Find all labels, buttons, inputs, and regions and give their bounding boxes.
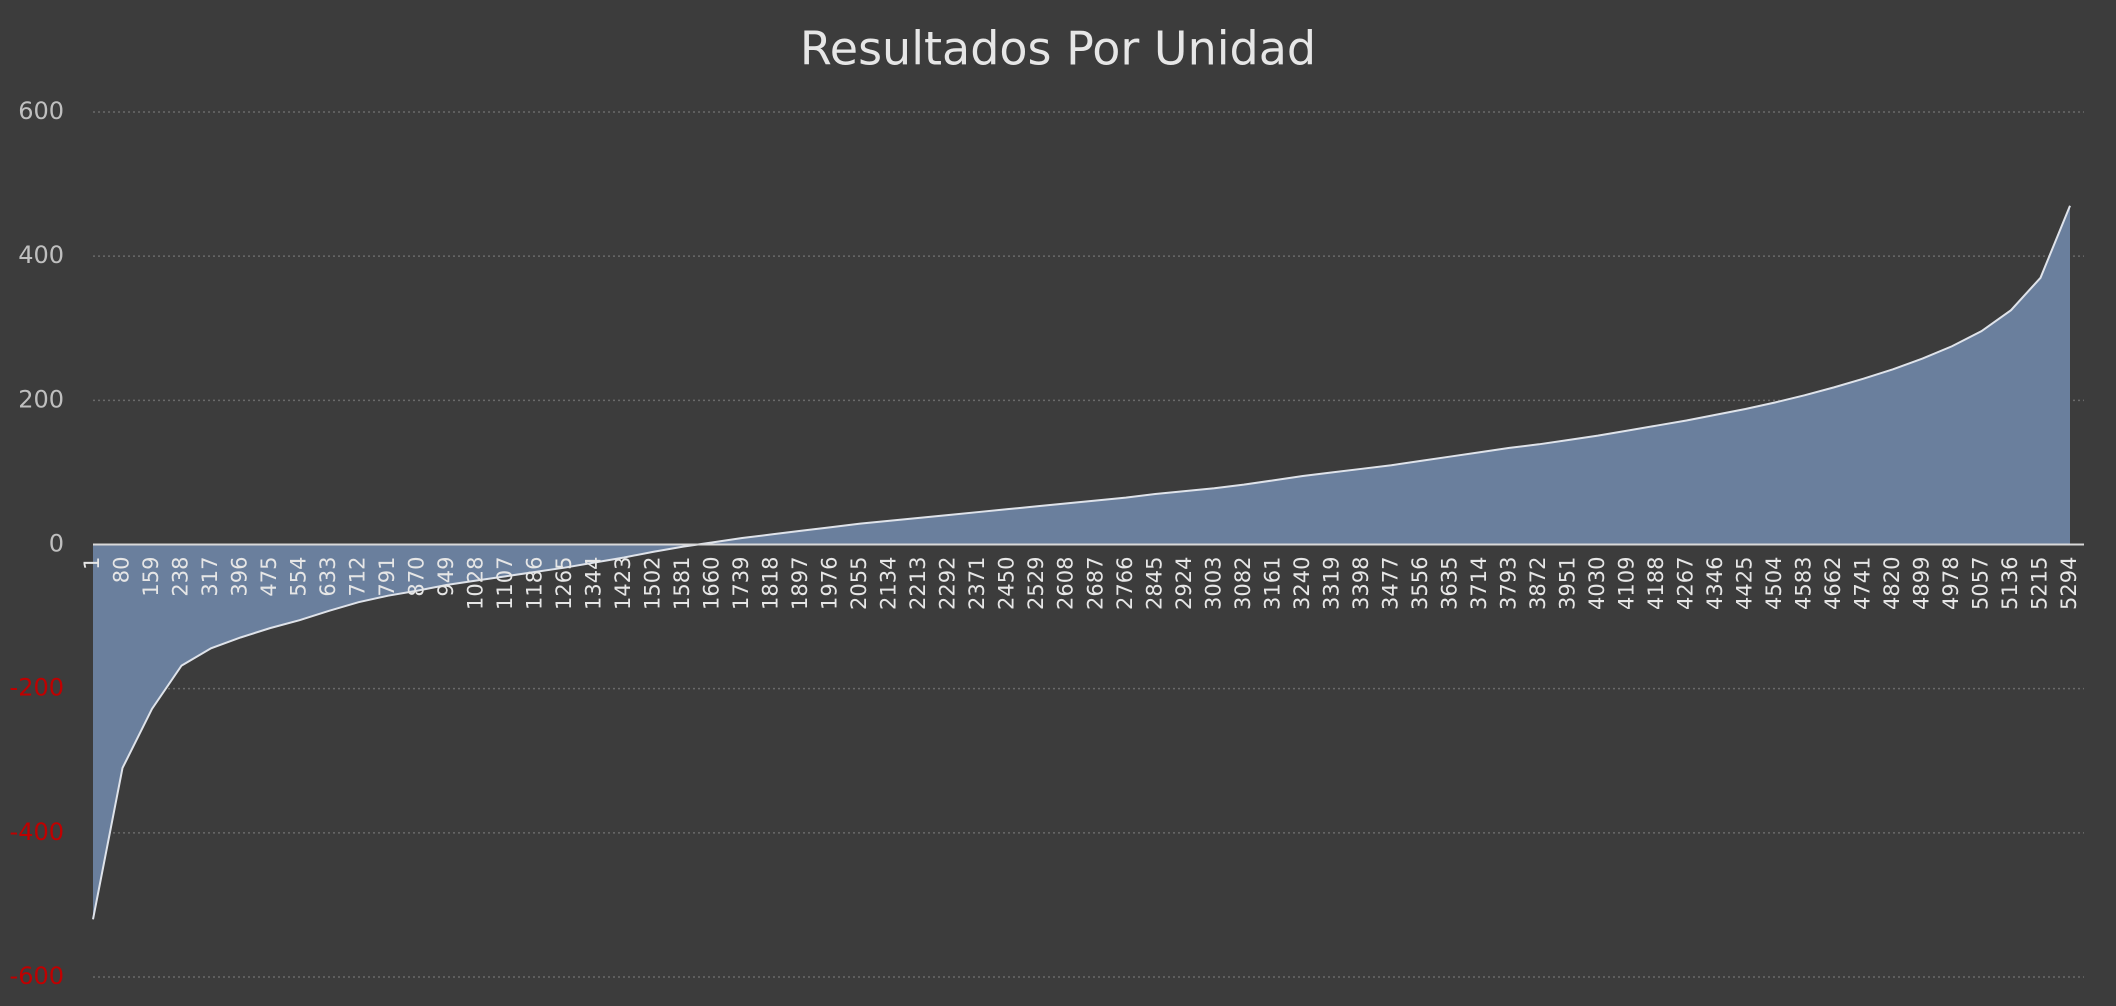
x-tick-label: 3635 (1437, 557, 1461, 610)
x-tick-label: 1344 (582, 557, 606, 610)
x-tick-label: 238 (169, 557, 193, 597)
x-tick-label: 4504 (1762, 557, 1786, 610)
x-tick-label: 1976 (818, 557, 842, 610)
x-tick-label: 3477 (1378, 557, 1402, 610)
y-tick-label: -400 (10, 818, 64, 846)
x-tick-label: 3161 (1260, 557, 1284, 610)
y-tick-label: -600 (10, 962, 64, 990)
x-tick-label: 1739 (729, 557, 753, 610)
x-tick-label: 1897 (788, 557, 812, 610)
x-tick-label: 633 (316, 557, 340, 597)
y-tick-label: -200 (10, 674, 64, 702)
x-tick-label: 1 (80, 557, 104, 570)
x-tick-label: 870 (405, 557, 429, 597)
x-tick-label: 1581 (670, 557, 694, 610)
x-tick-label: 1818 (759, 557, 783, 610)
x-tick-label: 475 (257, 557, 281, 597)
x-tick-label: 159 (139, 557, 163, 597)
x-tick-label: 4188 (1644, 557, 1668, 610)
x-tick-label: 2529 (1024, 557, 1048, 610)
x-tick-label: 1107 (493, 557, 517, 610)
x-tick-label: 2371 (965, 557, 989, 610)
chart-title: Resultados Por Unidad (800, 22, 1316, 76)
x-tick-label: 3872 (1526, 557, 1550, 610)
y-tick-label: 400 (18, 241, 64, 269)
x-tick-label: 3319 (1319, 557, 1343, 610)
x-tick-label: 712 (346, 557, 370, 597)
y-tick-label: 600 (18, 97, 64, 125)
x-tick-label: 2450 (995, 557, 1019, 610)
x-tick-label: 4662 (1821, 557, 1845, 610)
x-tick-label: 3082 (1231, 557, 1255, 610)
x-tick-label: 4109 (1614, 557, 1638, 610)
x-tick-label: 4978 (1939, 557, 1963, 610)
x-tick-label: 2608 (1054, 557, 1078, 610)
x-tick-label: 317 (198, 557, 222, 597)
x-tick-label: 5136 (1998, 557, 2022, 610)
x-tick-label: 4583 (1791, 557, 1815, 610)
x-tick-label: 2134 (877, 557, 901, 610)
x-tick-label: 2292 (936, 557, 960, 610)
x-tick-label: 4030 (1585, 557, 1609, 610)
x-tick-label: 3398 (1349, 557, 1373, 610)
x-tick-label: 1660 (700, 557, 724, 610)
x-tick-label: 1502 (641, 557, 665, 610)
x-tick-label: 3951 (1555, 557, 1579, 610)
y-tick-label: 0 (49, 530, 64, 558)
x-tick-label: 5294 (2057, 557, 2081, 610)
x-tick-label: 2055 (847, 557, 871, 610)
x-tick-label: 80 (110, 557, 134, 584)
x-tick-label: 949 (434, 557, 458, 597)
y-tick-label: 200 (18, 385, 64, 413)
x-tick-label: 2213 (906, 557, 930, 610)
x-tick-label: 2924 (1172, 557, 1196, 610)
x-tick-label: 4425 (1732, 557, 1756, 610)
x-tick-label: 4820 (1880, 557, 1904, 610)
x-tick-label: 1423 (611, 557, 635, 610)
x-tick-label: 5215 (2027, 557, 2051, 610)
x-tick-label: 2766 (1113, 557, 1137, 610)
x-tick-label: 2687 (1083, 557, 1107, 610)
area-line (92, 205, 2071, 920)
x-tick-label: 1265 (552, 557, 576, 610)
x-tick-label: 4741 (1850, 557, 1874, 610)
area (93, 205, 2070, 920)
x-tick-label: 1186 (523, 557, 547, 610)
x-tick-label: 1028 (464, 557, 488, 610)
x-tick-label: 3003 (1201, 557, 1225, 610)
x-tick-label: 3714 (1467, 557, 1491, 610)
x-tick-label: 2845 (1142, 557, 1166, 610)
x-tick-label: 5057 (1968, 557, 1992, 610)
x-tick-label: 4899 (1909, 557, 1933, 610)
x-tick-label: 3556 (1408, 557, 1432, 610)
x-tick-label: 396 (228, 557, 252, 597)
x-tick-label: 3793 (1496, 557, 1520, 610)
x-tick-label: 3240 (1290, 557, 1314, 610)
x-tick-label: 791 (375, 557, 399, 597)
x-tick-label: 4267 (1673, 557, 1697, 610)
x-tick-label: 4346 (1703, 557, 1727, 610)
x-tick-label: 554 (287, 557, 311, 597)
